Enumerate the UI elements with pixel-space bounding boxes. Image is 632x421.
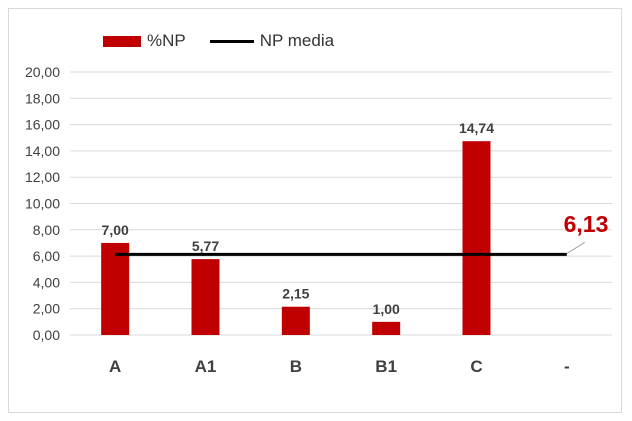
x-tick-label: - xyxy=(564,357,570,376)
x-tick-label: A1 xyxy=(195,357,217,376)
chart-frame xyxy=(8,8,622,413)
x-tick-label: C xyxy=(470,357,482,376)
bar-value-label: 1,00 xyxy=(373,301,400,317)
chart-legend: %NP NP media xyxy=(103,31,334,51)
y-tick-label: 14,00 xyxy=(25,143,60,159)
np-media-leader-line xyxy=(566,241,586,254)
bar-value-label: 5,77 xyxy=(192,238,219,254)
legend-swatch-np xyxy=(103,35,141,47)
y-tick-label: 20,00 xyxy=(25,64,60,80)
bar-value-label: 14,74 xyxy=(459,120,494,136)
x-tick-label: B xyxy=(290,357,302,376)
y-tick-label: 12,00 xyxy=(25,169,60,185)
x-tick-label: B1 xyxy=(375,357,397,376)
y-tick-label: 10,00 xyxy=(25,196,60,212)
y-tick-label: 18,00 xyxy=(25,90,60,106)
y-tick-label: 16,00 xyxy=(25,117,60,133)
y-tick-label: 6,00 xyxy=(33,248,60,264)
y-tick-label: 2,00 xyxy=(33,301,60,317)
legend-label-np: %NP xyxy=(147,31,186,50)
y-tick-label: 0,00 xyxy=(33,327,60,343)
legend-swatch-np-media xyxy=(209,39,254,43)
x-tick-label: A xyxy=(109,357,121,376)
legend-label-np-media: NP media xyxy=(259,31,335,50)
y-tick-label: 8,00 xyxy=(33,222,60,238)
y-tick-label: 4,00 xyxy=(33,274,60,290)
bar-b xyxy=(281,306,310,335)
bar-a xyxy=(101,242,130,335)
bar-c xyxy=(462,141,491,335)
bar-value-label: 2,15 xyxy=(282,286,309,302)
bar-a1 xyxy=(191,259,220,335)
bar-value-label: 7,00 xyxy=(102,222,129,238)
bar-b1 xyxy=(372,321,401,335)
np-media-value-label: 6,13 xyxy=(564,211,609,237)
